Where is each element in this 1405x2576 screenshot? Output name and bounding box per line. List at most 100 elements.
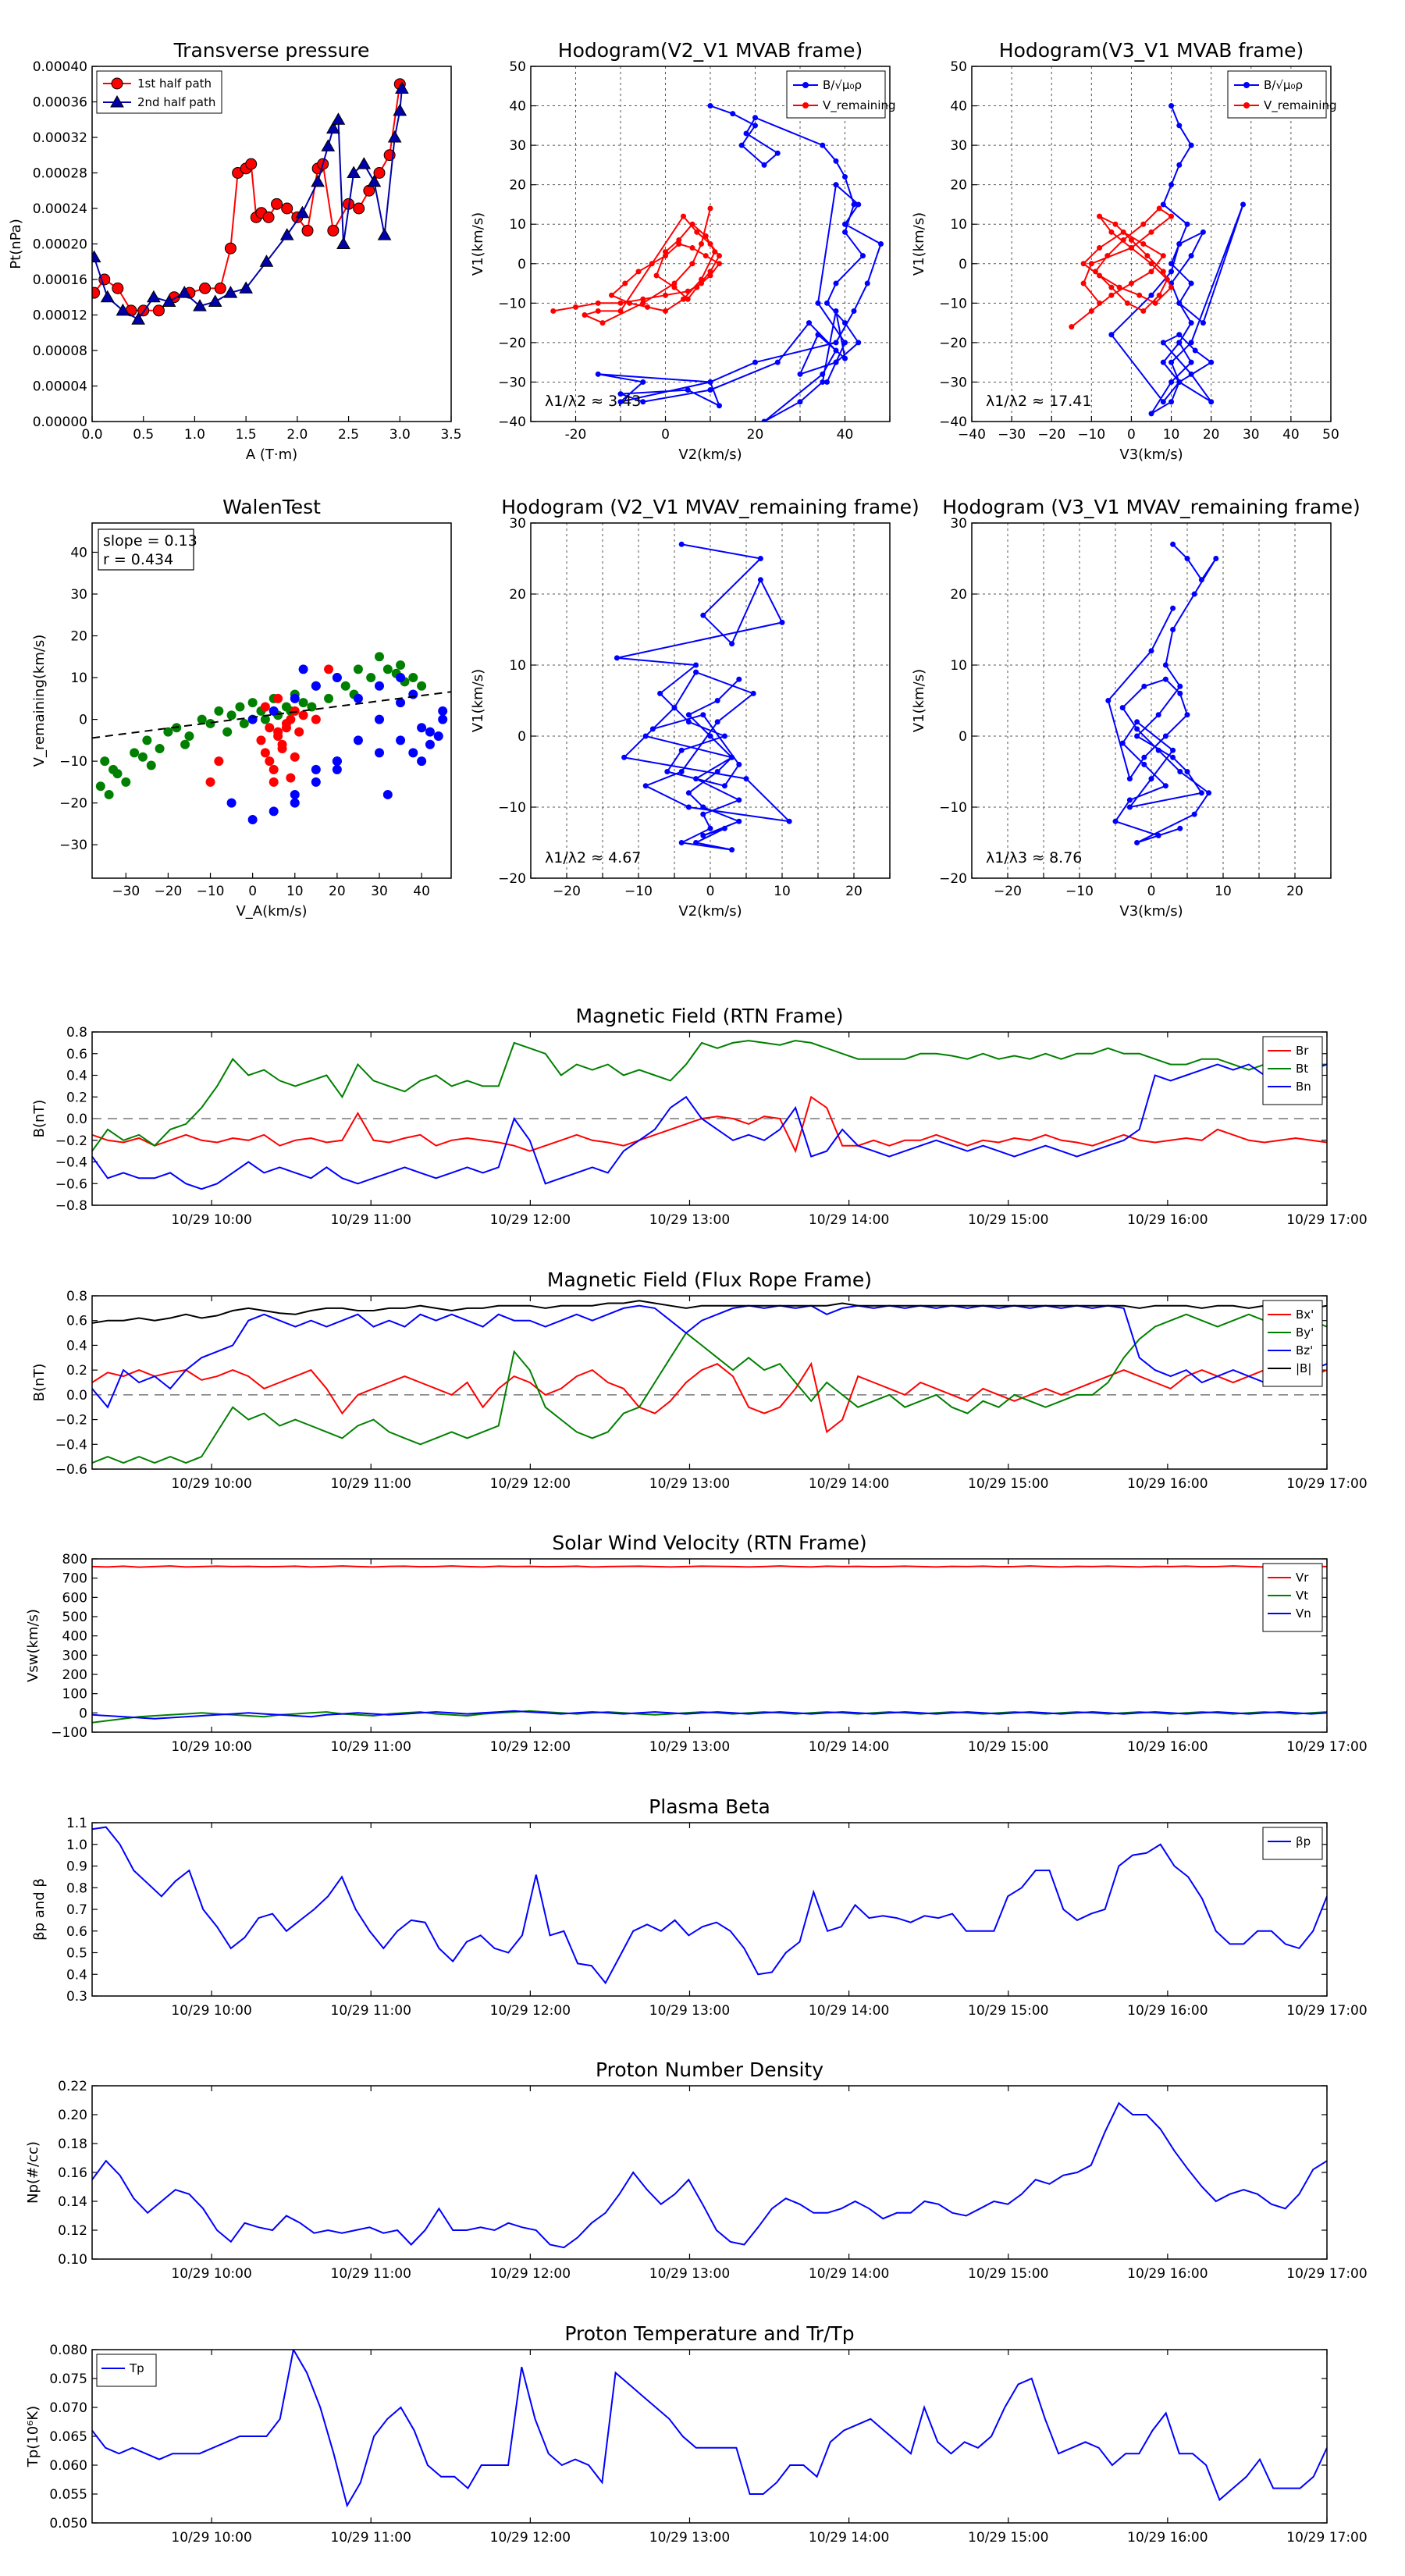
data-point [1162, 662, 1168, 668]
data-point [1177, 683, 1183, 689]
data-point [332, 756, 342, 767]
data-point [417, 681, 427, 691]
x-tick-label: 0 [706, 884, 715, 899]
y-tick-label: 0.055 [49, 2487, 87, 2503]
y-tick-label: 0.050 [49, 2516, 87, 2532]
x-tick-label: −10 [1065, 884, 1094, 899]
data-point [214, 756, 224, 767]
data-point [1162, 783, 1168, 789]
y-tick-label: 0 [518, 257, 526, 272]
series-line [92, 1361, 1327, 1434]
data-point [152, 304, 165, 317]
data-point [1136, 292, 1143, 298]
data-point [311, 764, 321, 774]
data-point [396, 673, 406, 683]
data-point [1141, 683, 1147, 689]
data-point [208, 294, 222, 307]
y-axis-label: Vsw(km/s) [25, 1609, 41, 1682]
data-point [750, 690, 756, 696]
y-tick-label: 0.5 [66, 1946, 87, 1962]
chart-bflux: 10/29 10:00 10/29 11:00 10/29 12:00 10/29 1… [31, 1268, 1368, 1492]
y-axis-label: B(nT) [31, 1364, 48, 1402]
x-tick-label: 10/29 10:00 [171, 2266, 251, 2282]
data-point [595, 308, 601, 314]
data-point [757, 577, 763, 583]
data-point [1134, 840, 1140, 845]
data-point [702, 253, 709, 259]
x-tick-label: −20 [553, 884, 581, 899]
data-point [736, 797, 742, 803]
data-point [324, 693, 334, 703]
data-point [137, 752, 148, 762]
slope-label: slope = 0.13 [103, 532, 197, 550]
data-point [247, 815, 258, 825]
data-point [833, 182, 839, 188]
chart-pt: 0.0 0.5 1.0 1.5 2.0 2.5 3.0 3.5 0.00000 0.00004 0.… [8, 39, 462, 463]
data-point [1198, 790, 1204, 796]
y-tick-label: 10 [70, 671, 87, 686]
y-tick-label: 40 [70, 545, 87, 560]
data-point [1126, 797, 1133, 803]
x-tick-label: 10/29 10:00 [171, 1476, 251, 1492]
data-point [1170, 747, 1176, 753]
data-point [736, 761, 742, 767]
legend-box [1262, 1036, 1323, 1105]
y-tick-label: 20 [509, 587, 526, 603]
x-tick-label: −10 [1077, 427, 1105, 443]
data-point [162, 294, 176, 307]
r-label: r = 0.434 [103, 551, 173, 568]
data-point [116, 303, 130, 316]
y-tick-label: −10 [498, 296, 526, 311]
y-tick-label: 0.00020 [33, 237, 87, 253]
data-point [1088, 261, 1094, 267]
y-tick-label: 30 [70, 587, 87, 603]
series-line [92, 1313, 1327, 1464]
x-tick-label: 10/29 17:00 [1286, 1476, 1367, 1492]
data-point [373, 167, 386, 179]
data-point [1148, 292, 1154, 298]
data-point [685, 296, 691, 302]
chart-beta: 10/29 10:00 10/29 11:00 10/29 12:00 10/29 1… [31, 1795, 1368, 2019]
legend-marker [1243, 82, 1250, 88]
data-point [92, 250, 101, 263]
data-point [842, 174, 848, 180]
y-tick-label: 0.8 [66, 1880, 87, 1896]
x-tick-label: 20 [1286, 884, 1304, 899]
data-point [550, 308, 557, 314]
y-tick-label: −0.2 [55, 1413, 87, 1429]
y-tick-label: −0.6 [55, 1176, 87, 1192]
data-point [1097, 213, 1103, 219]
series-line [92, 2101, 1327, 2249]
x-tick-label: 20 [747, 427, 764, 443]
data-point [678, 840, 685, 845]
y-tick-label: 0.7 [66, 1902, 87, 1918]
eigenvalue-ratio: λ1/λ3 ≈ 8.76 [986, 849, 1082, 866]
chart-title: Plasma Beta [649, 1795, 770, 1818]
data-point [199, 282, 212, 294]
y-tick-label: 20 [509, 178, 526, 194]
data-point [1160, 201, 1166, 208]
data-point [298, 664, 308, 674]
series-line [92, 1565, 1327, 1568]
data-point [130, 748, 140, 758]
x-tick-label: 1.0 [184, 427, 205, 443]
data-point [92, 286, 101, 299]
data-point [1162, 733, 1168, 739]
data-point [1160, 269, 1166, 275]
data-point [433, 731, 443, 741]
data-point [311, 714, 321, 724]
y-tick-label: 0 [959, 257, 967, 272]
data-point [699, 280, 704, 286]
data-point [375, 748, 384, 758]
plot-frame [91, 522, 452, 879]
data-point [294, 727, 304, 737]
x-tick-label: 10/29 14:00 [809, 2530, 889, 2546]
data-point [1148, 269, 1154, 275]
x-tick-label: 10 [774, 884, 791, 899]
data-point [730, 111, 736, 117]
data-point [226, 798, 237, 808]
data-point [860, 253, 866, 259]
x-tick-label: 10/29 12:00 [490, 2530, 571, 2546]
data-point [676, 237, 682, 243]
